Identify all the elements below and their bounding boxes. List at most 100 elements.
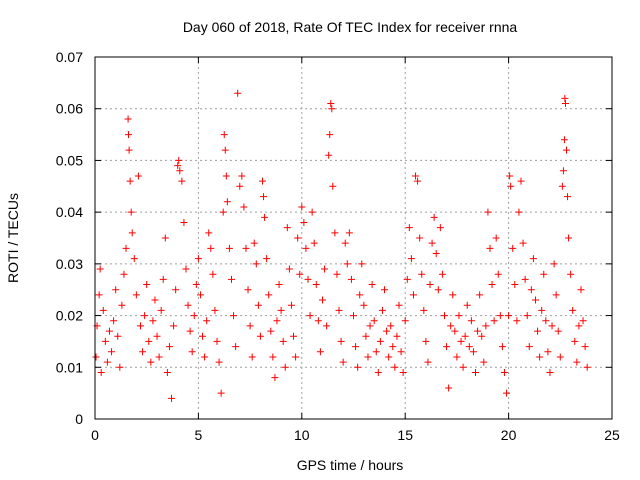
data-point xyxy=(416,234,424,242)
data-point xyxy=(387,322,395,330)
data-point xyxy=(192,281,200,289)
data-point xyxy=(254,301,262,309)
data-point xyxy=(220,131,228,139)
data-point xyxy=(436,224,444,232)
data-point xyxy=(474,327,482,335)
data-point xyxy=(393,332,401,340)
data-point xyxy=(575,322,583,330)
data-point xyxy=(225,244,233,252)
data-point xyxy=(354,363,362,371)
grid-lines xyxy=(95,57,612,419)
data-point xyxy=(453,353,461,361)
data-point xyxy=(339,358,347,366)
data-point xyxy=(170,322,178,330)
data-point xyxy=(275,281,283,289)
data-point xyxy=(484,208,492,216)
data-point xyxy=(529,255,537,263)
data-point xyxy=(246,322,254,330)
data-point xyxy=(256,332,264,340)
data-point xyxy=(205,229,213,237)
data-point xyxy=(488,281,496,289)
data-point xyxy=(364,353,372,361)
data-point xyxy=(209,270,217,278)
data-point xyxy=(583,363,591,371)
data-point xyxy=(120,270,128,278)
data-point xyxy=(383,327,391,335)
data-point xyxy=(269,353,277,361)
data-point xyxy=(335,306,343,314)
data-point xyxy=(569,306,577,314)
data-point xyxy=(505,312,513,320)
data-point xyxy=(114,332,122,340)
data-point xyxy=(480,358,488,366)
data-point xyxy=(515,208,523,216)
data-point xyxy=(525,343,533,351)
data-point xyxy=(362,332,370,340)
data-point xyxy=(92,353,100,361)
data-point xyxy=(194,255,202,263)
data-point xyxy=(277,306,285,314)
data-point xyxy=(443,343,451,351)
data-point xyxy=(347,275,355,283)
data-point xyxy=(306,312,314,320)
data-point xyxy=(190,312,198,320)
data-point xyxy=(308,208,316,216)
data-point xyxy=(168,394,176,402)
data-point xyxy=(478,332,486,340)
data-point xyxy=(184,301,192,309)
y-tick-label: 0 xyxy=(75,411,83,427)
data-point xyxy=(564,193,572,201)
data-point xyxy=(472,368,480,376)
data-point xyxy=(438,270,446,278)
data-point xyxy=(414,177,422,185)
data-point xyxy=(273,317,281,325)
data-point xyxy=(230,312,238,320)
data-point xyxy=(328,105,336,113)
data-point xyxy=(573,358,581,366)
data-point xyxy=(527,286,535,294)
data-point xyxy=(125,146,133,154)
data-point xyxy=(134,172,142,180)
data-point xyxy=(248,353,256,361)
data-point xyxy=(304,275,312,283)
data-point xyxy=(323,322,331,330)
data-point xyxy=(159,275,167,283)
data-point xyxy=(540,270,548,278)
chart-title: Day 060 of 2018, Rate Of TEC Index for r… xyxy=(183,19,518,35)
data-point xyxy=(395,301,403,309)
data-point xyxy=(560,136,568,144)
data-point xyxy=(136,322,144,330)
data-point xyxy=(561,100,569,108)
data-point xyxy=(451,327,459,335)
data-point xyxy=(445,384,453,392)
x-tick-label: 10 xyxy=(294,427,310,443)
data-point xyxy=(544,348,552,356)
data-point xyxy=(563,146,571,154)
data-point xyxy=(511,281,519,289)
data-point xyxy=(492,234,500,242)
data-point xyxy=(232,343,240,351)
data-point xyxy=(161,234,169,242)
data-point xyxy=(341,239,349,247)
data-point xyxy=(108,348,116,356)
data-point xyxy=(321,265,329,273)
data-point xyxy=(128,229,136,237)
data-point xyxy=(118,301,126,309)
data-point xyxy=(420,306,428,314)
data-point xyxy=(318,296,326,304)
data-point xyxy=(281,363,289,371)
x-tick-label: 15 xyxy=(397,427,413,443)
data-point xyxy=(447,322,455,330)
data-point xyxy=(215,358,223,366)
data-point xyxy=(565,234,573,242)
data-point xyxy=(494,270,502,278)
data-point xyxy=(552,291,560,299)
data-point xyxy=(234,89,242,97)
data-point xyxy=(157,306,165,314)
data-point xyxy=(412,172,420,180)
data-point xyxy=(519,239,527,247)
data-point xyxy=(147,358,155,366)
data-point xyxy=(99,306,107,314)
data-point xyxy=(163,368,171,376)
data-point xyxy=(122,244,130,252)
